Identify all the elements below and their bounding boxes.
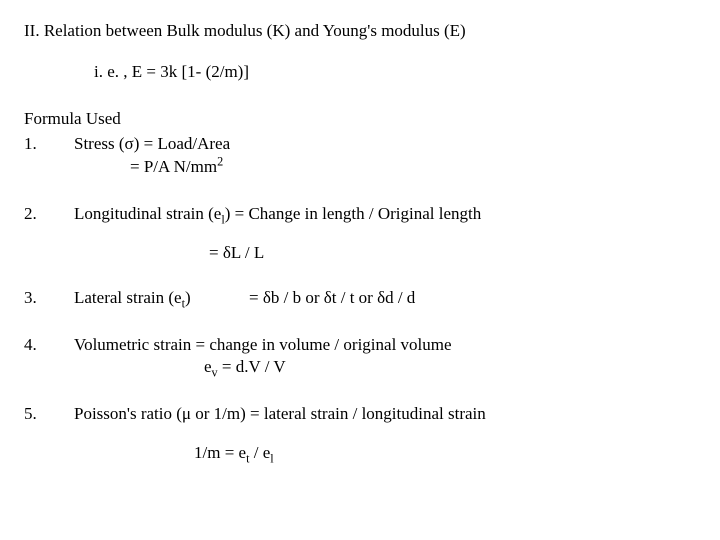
formula-item-1: 1. Stress (σ) = Load/Area = P/A N/mm2 <box>24 133 696 179</box>
longitudinal-strain-formula: = δL / L <box>209 242 696 265</box>
lateral-strain-formula: = δb / b or δt / t or δd / d <box>249 287 415 310</box>
poisson-ratio-definition: Poisson's ratio (μ or 1/m) = lateral str… <box>74 403 696 426</box>
stress-definition: Stress (σ) = Load/Area <box>74 133 696 156</box>
formula-item-2: 2. Longitudinal strain (el) = Change in … <box>24 203 696 226</box>
lateral-strain-label: Lateral strain (et) <box>74 287 249 310</box>
item-number: 2. <box>24 203 74 226</box>
item-number: 3. <box>24 287 74 310</box>
lateral-strain-line: Lateral strain (et) = δb / b or δt / t o… <box>74 287 696 310</box>
volumetric-strain-definition: Volumetric strain = change in volume / o… <box>74 334 696 357</box>
item-number: 5. <box>24 403 74 426</box>
ie-equation: i. e. , E = 3k [1- (2/m)] <box>94 61 696 84</box>
formula-used-heading: Formula Used <box>24 108 696 131</box>
section-title: II. Relation between Bulk modulus (K) an… <box>24 20 696 43</box>
poisson-ratio-formula: 1/m = et / el <box>194 442 696 465</box>
formula-item-3: 3. Lateral strain (et) = δb / b or δt / … <box>24 287 696 310</box>
stress-formula: = P/A N/mm2 <box>130 156 696 179</box>
volumetric-strain-formula: ev = d.V / V <box>204 356 696 379</box>
item-number: 4. <box>24 334 74 357</box>
longitudinal-strain-definition: Longitudinal strain (el) = Change in len… <box>74 203 696 226</box>
formula-item-4: 4. Volumetric strain = change in volume … <box>24 334 696 380</box>
formula-item-5: 5. Poisson's ratio (μ or 1/m) = lateral … <box>24 403 696 426</box>
item-number: 1. <box>24 133 74 156</box>
